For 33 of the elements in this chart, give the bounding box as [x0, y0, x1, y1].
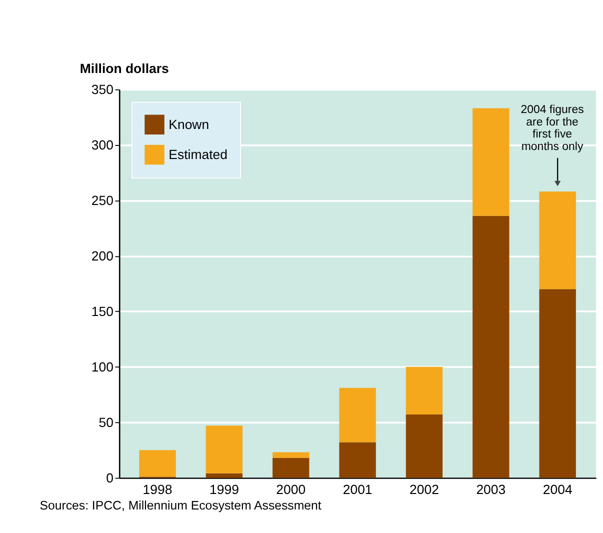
x-tick-label: 1998 — [142, 482, 172, 498]
y-tick-label: 200 — [91, 248, 114, 264]
x-tick-label: 2001 — [342, 482, 372, 498]
x-tick-label: 2004 — [542, 482, 572, 498]
y-axis-title: Million dollars — [80, 61, 169, 76]
x-tick-label: 2003 — [476, 482, 506, 498]
y-tick-label: 0 — [106, 470, 114, 486]
bar — [406, 366, 443, 415]
legend-label: Estimated — [168, 147, 228, 162]
bar — [539, 289, 576, 478]
bar — [406, 414, 443, 478]
bar — [472, 216, 510, 478]
x-tick-label: 2000 — [276, 482, 306, 498]
y-tick-label: 100 — [91, 360, 114, 375]
bar — [472, 108, 510, 216]
y-tick-label: 350 — [91, 82, 114, 98]
source-note: Sources: IPCC, Millennium Ecosystem Assessment — [40, 498, 322, 513]
y-tick-label: 50 — [98, 415, 114, 430]
bar — [272, 452, 310, 458]
bar — [339, 442, 376, 478]
bar — [206, 473, 243, 478]
legend-label: Known — [168, 117, 210, 132]
y-tick-label: 250 — [91, 193, 114, 208]
bar — [272, 458, 310, 478]
bar — [539, 191, 576, 290]
bar — [206, 426, 243, 474]
y-tick-label: 300 — [91, 138, 114, 153]
bar — [339, 388, 376, 442]
bar — [139, 450, 176, 477]
x-tick-label: 1999 — [209, 482, 239, 498]
y-tick-label: 150 — [91, 304, 114, 320]
x-tick-label: 2002 — [410, 482, 439, 498]
annotation: 2004 figures are for the first five months only — [520, 104, 584, 153]
